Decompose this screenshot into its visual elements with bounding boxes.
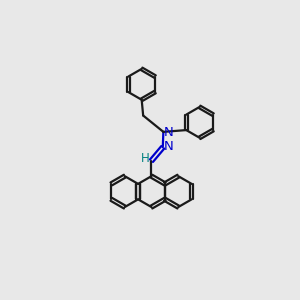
Text: H: H [141, 152, 149, 165]
Text: N: N [164, 126, 174, 139]
Text: N: N [163, 140, 173, 153]
